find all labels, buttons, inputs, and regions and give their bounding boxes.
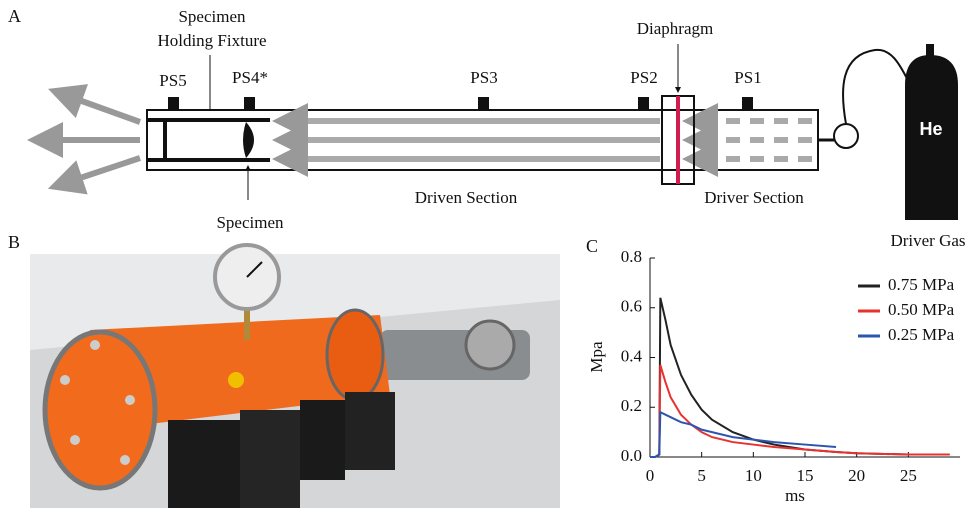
x-tick-label: 20 <box>848 466 865 485</box>
legend-label: 0.75 MPa <box>888 275 955 294</box>
driven-label: Driven Section <box>415 188 518 207</box>
sensor-label: PS1 <box>734 68 761 87</box>
gauge <box>833 123 859 149</box>
gas-label: He <box>919 119 942 139</box>
y-tick-label: 0.4 <box>621 346 643 365</box>
panel-label: C <box>586 236 598 256</box>
panel-c: C ms Mpa 0.0 0.2 0.4 0.6 0.8 0 5 10 15 20 25 0.75 M… <box>586 236 960 505</box>
x-axis-label: ms <box>785 486 805 505</box>
series-line <box>650 410 837 458</box>
sensor-label: PS5 <box>159 71 186 90</box>
x-tick-label: 10 <box>745 466 762 485</box>
series-line <box>650 364 950 458</box>
panel-label: A <box>8 6 21 26</box>
diaphragm-label: Diaphragm <box>637 19 713 38</box>
specimen-label: Specimen <box>216 213 284 232</box>
sensor-label: PS4* <box>232 68 268 87</box>
driver-gas-label: Driver Gas <box>890 231 965 250</box>
fixture-label: Specimen <box>178 7 246 26</box>
y-tick-label: 0.0 <box>621 446 642 465</box>
series-line <box>650 297 950 458</box>
sensor-label: PS2 <box>630 68 657 87</box>
panel-b: B <box>8 232 560 508</box>
x-tick-label: 25 <box>900 466 917 485</box>
driver-label: Driver Section <box>704 188 804 207</box>
panel-label: B <box>8 232 20 252</box>
sensors: PS5 PS4* PS3 PS2 PS1 <box>159 68 762 110</box>
legend-label: 0.25 MPa <box>888 325 955 344</box>
sensor-label: PS3 <box>470 68 497 87</box>
gas-cylinder <box>905 55 958 220</box>
flow-arrows <box>272 103 812 177</box>
y-tick-label: 0.2 <box>621 396 642 415</box>
y-axis-label: Mpa <box>587 341 606 373</box>
panel-a: A Specimen Holding Fixture Diaphragm PS5… <box>8 6 966 250</box>
x-tick-label: 15 <box>797 466 814 485</box>
y-tick-label: 0.8 <box>621 247 642 266</box>
x-tick-label: 5 <box>697 466 706 485</box>
y-tick-label: 0.6 <box>621 297 642 316</box>
fixture-label: Holding Fixture <box>157 31 266 50</box>
legend-label: 0.50 MPa <box>888 300 955 319</box>
x-tick-label: 0 <box>646 466 655 485</box>
exit-arrows <box>27 84 142 195</box>
specimen-shape <box>243 122 254 158</box>
